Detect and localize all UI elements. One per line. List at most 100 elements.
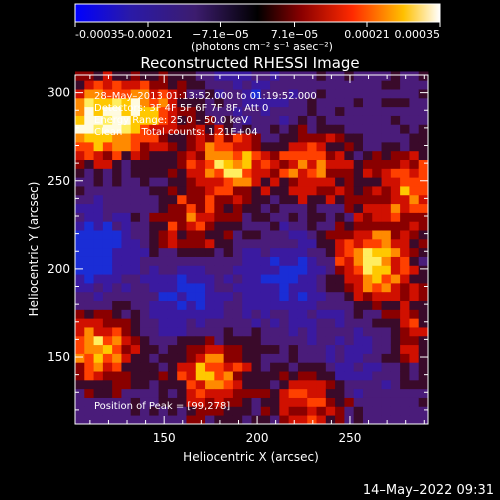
heatmap-cell xyxy=(251,265,262,275)
heatmap-cell xyxy=(214,106,225,116)
heatmap-cell xyxy=(390,415,401,425)
heatmap-cell xyxy=(362,397,373,407)
heatmap-cell xyxy=(121,238,132,249)
heatmap-cell xyxy=(381,238,392,249)
heatmap-cell xyxy=(344,397,355,407)
heatmap-cell xyxy=(205,379,215,390)
heatmap-cell xyxy=(167,124,178,134)
heatmap-cell xyxy=(232,106,243,116)
heatmap-cell xyxy=(149,80,160,90)
heatmap-cell xyxy=(409,371,420,381)
heatmap-cell xyxy=(390,256,401,266)
heatmap-cell xyxy=(418,344,429,354)
heatmap-cell xyxy=(130,379,141,390)
heatmap-cell xyxy=(149,194,160,205)
heatmap-cell xyxy=(242,406,252,416)
heatmap-cell xyxy=(112,221,122,231)
heatmap-cell xyxy=(84,159,94,169)
heatmap-cell xyxy=(316,406,327,416)
heatmap-cell xyxy=(223,353,234,363)
heatmap-cell xyxy=(362,177,373,187)
heatmap-cell xyxy=(297,265,308,275)
heatmap-cell xyxy=(381,221,392,231)
heatmap-cell xyxy=(307,150,317,161)
heatmap-cell xyxy=(362,133,373,143)
heatmap-cell xyxy=(121,362,132,372)
heatmap-cell xyxy=(232,194,243,205)
heatmap-cell xyxy=(381,159,392,169)
heatmap-cell xyxy=(307,115,317,125)
heatmap-cell xyxy=(140,327,150,337)
heatmap-cell xyxy=(400,388,410,398)
heatmap-cell xyxy=(251,256,262,266)
heatmap-cell xyxy=(344,159,355,169)
heatmap-cell xyxy=(362,309,373,319)
heatmap-cell xyxy=(93,406,104,416)
heatmap-cell xyxy=(353,80,364,90)
heatmap-cell xyxy=(353,133,364,143)
heatmap-cell xyxy=(195,238,206,249)
heatmap-cell xyxy=(297,115,308,125)
heatmap-cell xyxy=(400,379,410,390)
heatmap-cell xyxy=(316,177,327,187)
heatmap-cell xyxy=(214,309,225,319)
heatmap-cell xyxy=(353,150,364,161)
heatmap-cell xyxy=(149,71,160,81)
heatmap-cell xyxy=(112,97,122,108)
heatmap-cell xyxy=(418,274,429,284)
heatmap-cell xyxy=(344,335,355,346)
heatmap-cell xyxy=(335,247,345,257)
heatmap-cell xyxy=(84,344,94,354)
heatmap-cell xyxy=(75,124,85,134)
heatmap-cell xyxy=(130,186,141,196)
heatmap-cell xyxy=(390,186,401,196)
heatmap-cell xyxy=(325,406,336,416)
heatmap-cell xyxy=(297,379,308,390)
heatmap-cell xyxy=(195,327,206,337)
heatmap-cell xyxy=(205,141,215,152)
heatmap-cell xyxy=(270,212,280,222)
heatmap-cell xyxy=(177,371,187,381)
heatmap-cell xyxy=(242,133,252,143)
heatmap-cell xyxy=(362,230,373,240)
heatmap-cell xyxy=(353,159,364,169)
colorbar-tick-label: 0.00021 xyxy=(344,28,390,41)
heatmap-cell xyxy=(418,177,429,187)
heatmap-cell xyxy=(418,238,429,249)
heatmap-cell xyxy=(158,256,169,266)
heatmap-cell xyxy=(195,362,206,372)
heatmap-cell xyxy=(205,238,215,249)
heatmap-cell xyxy=(288,106,299,116)
heatmap-cell xyxy=(75,221,85,231)
heatmap-cell xyxy=(121,97,132,108)
heatmap-cell xyxy=(223,97,234,108)
x-tick-labels: 150 200 250 xyxy=(153,431,362,445)
heatmap-cell xyxy=(335,309,345,319)
heatmap-cell xyxy=(149,115,160,125)
heatmap-cell xyxy=(297,194,308,205)
heatmap-cell xyxy=(84,415,94,425)
heatmap-cell xyxy=(260,133,271,143)
heatmap-cell xyxy=(372,238,382,249)
heatmap-cell xyxy=(270,177,280,187)
heatmap-cell xyxy=(344,309,355,319)
heatmap-cell xyxy=(270,362,280,372)
heatmap-cell xyxy=(112,327,122,337)
heatmap-cell xyxy=(297,327,308,337)
heatmap-cell xyxy=(353,362,364,372)
heatmap-cell xyxy=(121,406,132,416)
heatmap-cell xyxy=(297,150,308,161)
heatmap-cell xyxy=(223,150,234,161)
heatmap-cell xyxy=(344,168,355,178)
heatmap-cell xyxy=(158,327,169,337)
heatmap-cell xyxy=(242,371,252,381)
heatmap-cell xyxy=(297,371,308,381)
heatmap-cell xyxy=(177,124,187,134)
heatmap-cell xyxy=(232,309,243,319)
heatmap-cell xyxy=(390,203,401,213)
heatmap-cell xyxy=(158,388,169,398)
heatmap-cell xyxy=(297,406,308,416)
heatmap-cell xyxy=(362,406,373,416)
heatmap-cell xyxy=(112,335,122,346)
heatmap-cell xyxy=(325,397,336,407)
